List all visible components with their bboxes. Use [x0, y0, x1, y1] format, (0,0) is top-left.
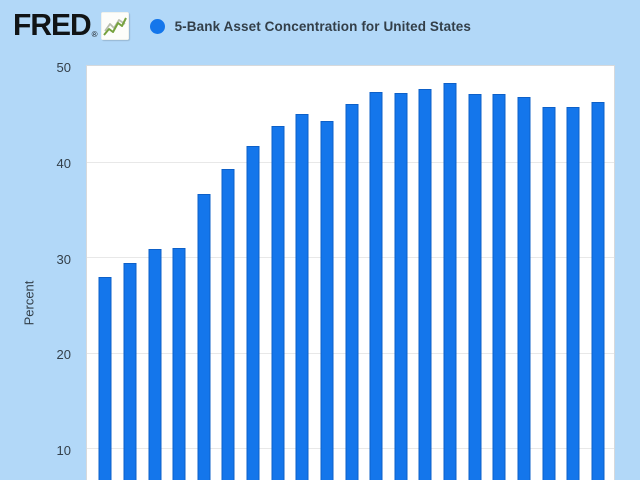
bar-17 [492, 94, 506, 480]
bar-20 [566, 106, 580, 480]
bar-slot-9 [290, 66, 315, 480]
bar-slot-16 [462, 66, 487, 480]
bar-10 [320, 120, 334, 480]
y-tick-label-40: 40 [56, 156, 71, 172]
bar-19 [542, 106, 556, 480]
chart-title: 5-Bank Asset Concentration for United St… [174, 18, 472, 34]
bar-slot-2 [118, 66, 143, 480]
bar-9 [295, 114, 309, 480]
plot-area [86, 65, 615, 480]
bar-slot-3 [142, 66, 167, 480]
bar-12 [369, 92, 383, 480]
bar-slot-15 [438, 66, 463, 480]
bar-slot-13 [389, 66, 414, 480]
bar-14 [418, 89, 432, 480]
bar-3 [148, 249, 162, 480]
y-tick-label-30: 30 [56, 251, 71, 267]
bar-slot-17 [487, 66, 512, 480]
bar-11 [345, 103, 359, 480]
bar-slot-4 [167, 66, 192, 480]
bar-slot-1 [93, 66, 118, 480]
series-legend-dot-icon [149, 18, 165, 34]
bar-slot-7 [241, 66, 266, 480]
fred-line-chart-icon [100, 12, 129, 40]
bar-2 [123, 263, 137, 480]
bar-slot-19 [536, 66, 561, 480]
y-tick-label-20: 20 [56, 347, 71, 363]
registered-trademark: ® [91, 30, 98, 39]
bar-4 [172, 248, 186, 480]
bar-slot-6 [216, 66, 241, 480]
bar-slot-21 [586, 66, 611, 480]
bar-slot-8 [265, 66, 290, 480]
bar-16 [468, 94, 482, 480]
y-tick-label-50: 50 [56, 60, 71, 76]
bar-5 [197, 193, 211, 480]
fred-logo[interactable]: FRED ® [13, 8, 150, 43]
bar-6 [221, 168, 235, 480]
bar-slot-5 [192, 66, 217, 480]
bar-21 [591, 101, 605, 480]
bar-series [87, 66, 614, 480]
y-axis-tick-labels: 50 40 30 20 10 [0, 60, 71, 480]
bar-18 [517, 96, 531, 480]
bar-slot-11 [339, 66, 364, 480]
bar-slot-18 [512, 66, 537, 480]
bar-slot-10 [315, 66, 340, 480]
fred-logo-text: FRED [13, 8, 92, 43]
bar-slot-14 [413, 66, 438, 480]
header: FRED ® 5-Bank Asset Concentration for Un… [0, 0, 640, 52]
y-tick-label-10: 10 [56, 442, 71, 458]
bar-13 [394, 93, 408, 480]
bar-7 [246, 145, 260, 480]
bar-slot-12 [364, 66, 389, 480]
bar-8 [271, 125, 285, 480]
bar-15 [443, 82, 457, 480]
bar-1 [98, 276, 112, 480]
bar-slot-20 [561, 66, 586, 480]
